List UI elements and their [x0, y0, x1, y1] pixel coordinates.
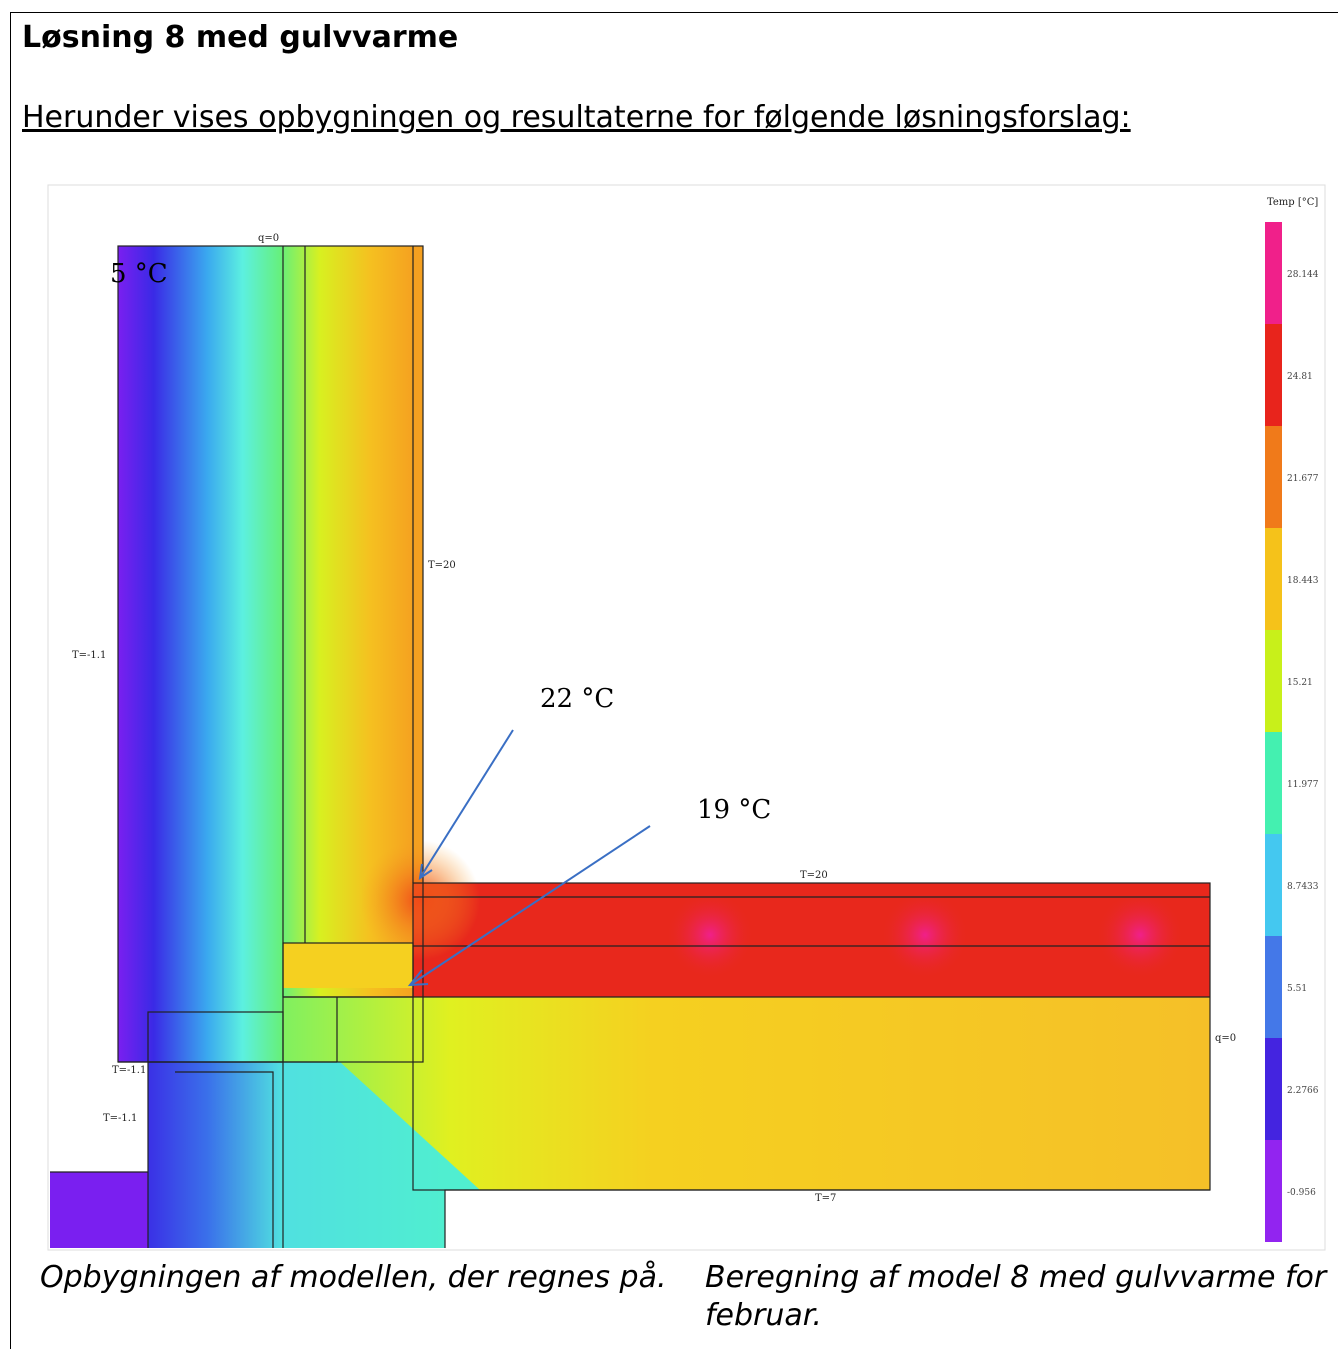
heat-pipe [1095, 890, 1185, 980]
temperature-annotation: 22 °C [540, 684, 614, 714]
legend-label: 8.7433 [1287, 882, 1319, 892]
legend-swatch [1265, 936, 1282, 1038]
legend-swatch [1265, 834, 1282, 936]
legend-swatch [1265, 1038, 1282, 1140]
legend-label: 5.51 [1287, 984, 1307, 994]
heat-pipe [665, 890, 755, 980]
legend-swatch [1265, 426, 1282, 528]
boundary-label: q=0 [1215, 1033, 1236, 1044]
caption: Opbygningen af modellen, der regnes på. [40, 1259, 680, 1297]
legend-swatch [1265, 222, 1282, 324]
legend-label: 11.977 [1287, 780, 1319, 790]
legend-swatch [1265, 1140, 1282, 1242]
floor-slab [413, 883, 1210, 997]
legend-title: Temp [°C] [1267, 197, 1318, 208]
boundary-label: T=20 [800, 870, 828, 881]
boundary-label: T=-1.1 [103, 1113, 137, 1124]
legend-label: 24.81 [1287, 372, 1313, 382]
temperature-annotation: 19 °C [697, 795, 771, 825]
boundary-label: T=-1.1 [112, 1065, 146, 1076]
boundary-label: T=-1.1 [72, 650, 106, 661]
legend-swatch [1265, 630, 1282, 732]
legend-swatch [1265, 732, 1282, 834]
thermal-figure: 5 °C 22 °C 19 °C q=0 T=20 T=-1.1 T=20 q=0 T=-1.1… [0, 0, 1338, 1349]
corner-heat [360, 840, 480, 960]
boundary-label: q=0 [258, 233, 279, 244]
legend-label: 18.443 [1287, 576, 1319, 586]
legend-swatch [1265, 528, 1282, 630]
boundary-label: T=20 [428, 560, 456, 571]
page: Løsning 8 med gulvvarme Herunder vises o… [0, 0, 1338, 1349]
heat-pipe [880, 890, 970, 980]
beam [283, 943, 413, 988]
legend-label: 21.677 [1287, 474, 1319, 484]
legend-label: 28.144 [1287, 270, 1319, 280]
temperature-annotation: 5 °C [110, 259, 168, 289]
legend-label: 15.21 [1287, 678, 1313, 688]
boundary-label: T=7 [815, 1193, 836, 1204]
caption: Beregning af model 8 med gulvvarme for f… [705, 1259, 1335, 1335]
ground-cold [50, 1172, 148, 1248]
legend-label: -0.956 [1287, 1188, 1316, 1198]
legend-swatch [1265, 324, 1282, 426]
legend-label: 2.2766 [1287, 1086, 1319, 1096]
